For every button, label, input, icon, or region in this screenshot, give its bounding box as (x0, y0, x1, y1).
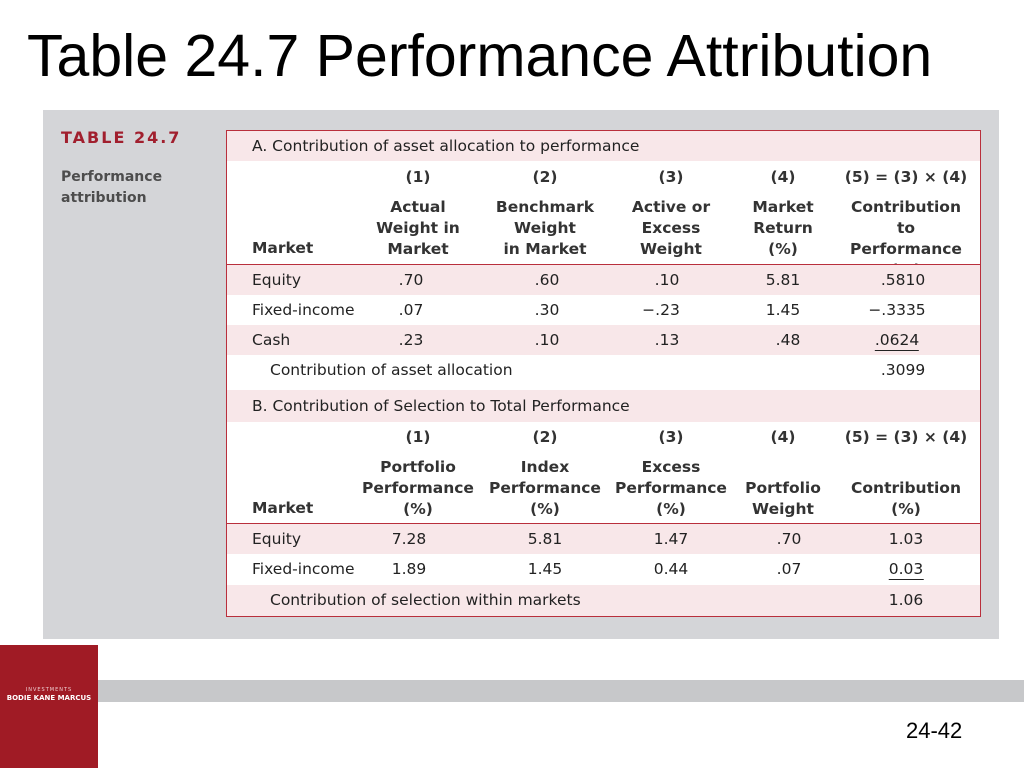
row-label: Equity (252, 271, 302, 289)
underlined-value: 0.03 (888, 560, 924, 580)
column-header: Portfolio Performance (%) (362, 458, 474, 518)
table-cell: .5810 (880, 271, 926, 289)
col-number: (3) (658, 428, 684, 446)
col-number: (1) (405, 168, 431, 186)
summary-label: Contribution of selection within markets (270, 591, 581, 609)
col-number: (1) (405, 428, 431, 446)
summary-value: .3099 (880, 361, 926, 379)
table-cell: 1.03 (888, 530, 924, 548)
table-cell: 0.03 (888, 560, 924, 580)
table-cell: −.3335 (868, 301, 926, 319)
table-label: TABLE 24.7 (61, 128, 182, 147)
column-header: Benchmark Weight in Market (495, 198, 595, 258)
table-cell: 5.81 (527, 530, 563, 548)
row-label: Fixed-income (252, 560, 355, 578)
column-header: Portfolio Weight (745, 479, 821, 518)
logo-small-text: INVESTMENTS (25, 687, 73, 693)
column-header: Actual Weight in Market (376, 198, 460, 258)
slide-number: 24-42 (906, 718, 963, 743)
logo-authors: BODIE KANE MARCUS (6, 694, 92, 702)
summary-value: 1.06 (888, 591, 924, 609)
panel-b-title: B. Contribution of Selection to Total Pe… (252, 397, 630, 415)
table-row-band (227, 524, 980, 554)
column-header: Contribution (%) (851, 479, 961, 518)
footer-strip (98, 680, 1024, 702)
table-row-band (227, 265, 980, 295)
panel-b-header-band (227, 390, 980, 422)
col-number: (2) (532, 168, 558, 186)
col-number: (3) (658, 168, 684, 186)
col-number: (2) (532, 428, 558, 446)
table-description: Performance attribution (61, 169, 163, 206)
table-cell uline: .0624 (874, 331, 920, 351)
table-cell: .23 (398, 331, 424, 349)
col-number: (5) = (3) × (4) (844, 428, 968, 446)
table-cell: 5.81 (765, 271, 801, 289)
header-rule (227, 523, 980, 524)
performance-attribution-table: A. Contribution of asset allocation to p… (226, 130, 981, 617)
table-row-band (227, 585, 980, 616)
table-cell: 7.28 (391, 530, 427, 548)
col-number: (4) (770, 428, 796, 446)
table-cell: .60 (534, 271, 560, 289)
panel-a-title: A. Contribution of asset allocation to p… (252, 137, 640, 155)
table-cell: 1.47 (653, 530, 689, 548)
row-label: Equity (252, 530, 302, 548)
column-header: Active or Excess Weight (631, 198, 711, 258)
table-cell: .07 (398, 301, 424, 319)
column-header: Excess Performance (%) (615, 458, 727, 518)
table-cell: −.23 (642, 301, 680, 319)
table-row-band (227, 325, 980, 355)
table-cell: .70 (398, 271, 424, 289)
table-cell: 1.89 (391, 560, 427, 578)
col-number: (4) (770, 168, 796, 186)
panel-a-header-band (227, 131, 980, 161)
summary-label: Contribution of asset allocation (270, 361, 513, 379)
table-cell: 1.45 (527, 560, 563, 578)
table-cell: .30 (534, 301, 560, 319)
row-label: Fixed-income (252, 301, 355, 319)
table-cell: .10 (654, 271, 680, 289)
table-cell: 1.45 (765, 301, 801, 319)
column-header: Market Return (%) (752, 198, 814, 258)
col-number: (5) = (3) × (4) (844, 168, 968, 186)
table-cell: .10 (534, 331, 560, 349)
table-cell: .13 (654, 331, 680, 349)
table-cell: .70 (776, 530, 802, 548)
underlined-value: .0624 (874, 331, 920, 351)
header-rule (227, 264, 980, 265)
table-cell: .48 (775, 331, 801, 349)
slide-title: Table 24.7 Performance Attribution (27, 23, 933, 89)
row-label: Cash (252, 331, 291, 349)
market-header: Market (252, 499, 314, 517)
table-cell: .07 (776, 560, 802, 578)
table-cell: 0.44 (653, 560, 689, 578)
market-header: Market (252, 239, 314, 257)
publisher-logo: INVESTMENTS BODIE KANE MARCUS (0, 645, 98, 768)
column-header: Index Performance (%) (489, 458, 601, 518)
